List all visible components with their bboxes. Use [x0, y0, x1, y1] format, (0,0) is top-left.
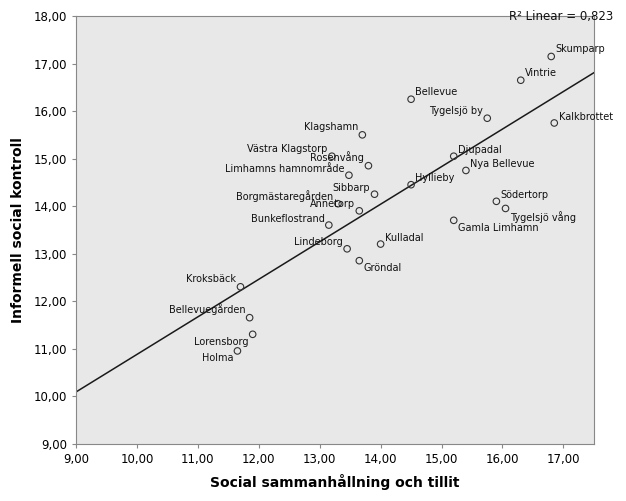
Text: Vintrie: Vintrie: [525, 68, 557, 78]
Text: Kroksbäck: Kroksbäck: [186, 275, 236, 285]
Text: Bunkeflostrand: Bunkeflostrand: [250, 213, 324, 223]
Point: [491, 197, 501, 205]
Text: Annetorp: Annetorp: [310, 199, 355, 209]
Point: [461, 166, 471, 174]
Text: Nya Bellevue: Nya Bellevue: [470, 159, 535, 169]
Point: [235, 283, 245, 291]
Point: [327, 152, 337, 160]
Point: [354, 207, 364, 215]
Text: Limhamns hamnområde: Limhamns hamnområde: [225, 164, 345, 174]
Point: [501, 204, 511, 212]
Text: Rosenvång: Rosenvång: [310, 151, 364, 163]
Text: R² Linear = 0,823: R² Linear = 0,823: [509, 10, 613, 23]
Point: [344, 171, 354, 179]
Text: Tygelsjö by: Tygelsjö by: [429, 106, 483, 116]
Point: [248, 330, 258, 338]
Point: [406, 95, 416, 103]
Text: Lorensborg: Lorensborg: [194, 337, 249, 347]
Point: [482, 114, 492, 122]
Point: [376, 240, 386, 248]
X-axis label: Social sammanhållning och tillit: Social sammanhållning och tillit: [210, 474, 459, 490]
Point: [406, 181, 416, 189]
Text: Tygelsjö vång: Tygelsjö vång: [510, 211, 576, 223]
Text: Borgmästaregården: Borgmästaregården: [237, 190, 334, 202]
Text: Djupadal: Djupadal: [458, 145, 502, 155]
Text: Skumparp: Skumparp: [555, 44, 605, 54]
Text: Gröndal: Gröndal: [364, 263, 402, 273]
Text: Bellevuegården: Bellevuegården: [169, 304, 245, 315]
Point: [333, 200, 343, 208]
Text: Bellevue: Bellevue: [415, 87, 458, 97]
Point: [232, 347, 242, 355]
Point: [342, 245, 352, 253]
Text: Holma: Holma: [202, 353, 233, 363]
Point: [324, 221, 334, 229]
Text: Västra Klagstorp: Västra Klagstorp: [247, 144, 327, 154]
Text: Lindeborg: Lindeborg: [294, 237, 343, 247]
Point: [357, 131, 367, 139]
Point: [369, 190, 379, 198]
Text: Kalkbrottet: Kalkbrottet: [558, 112, 613, 122]
Point: [516, 76, 526, 84]
Text: Hyllieby: Hyllieby: [415, 173, 454, 183]
Point: [449, 216, 459, 224]
Text: Södertorp: Södertorp: [501, 190, 549, 200]
Text: Kulladal: Kulladal: [385, 232, 423, 242]
Point: [354, 257, 364, 265]
Point: [449, 152, 459, 160]
Y-axis label: Informell social kontroll: Informell social kontroll: [11, 137, 25, 323]
Point: [549, 119, 559, 127]
Point: [546, 53, 557, 61]
Point: [245, 314, 255, 322]
Point: [364, 162, 374, 170]
Text: Sibbarp: Sibbarp: [332, 183, 370, 193]
Text: Gamla Limhamn: Gamla Limhamn: [458, 223, 538, 232]
Text: Klagshamn: Klagshamn: [304, 122, 358, 132]
